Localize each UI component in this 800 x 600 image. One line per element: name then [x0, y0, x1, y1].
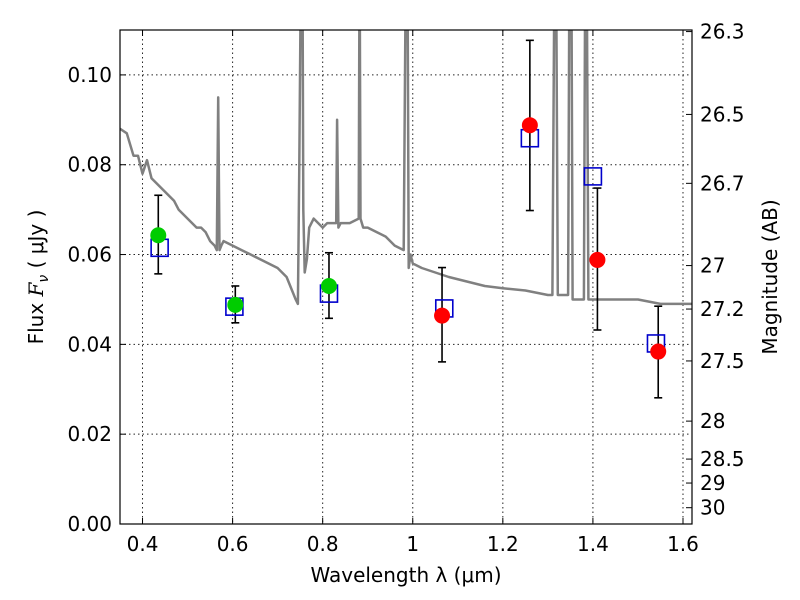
y-tick-label: 0.02: [67, 422, 112, 446]
red-data-point: [521, 117, 538, 134]
tick-layer: [120, 30, 692, 525]
y-tick-label: 0.04: [67, 332, 112, 356]
x-tick-label: 0.6: [217, 532, 249, 556]
y2-tick-label: 29: [700, 471, 725, 495]
green-data-point: [150, 227, 167, 244]
x-tick-label: 1.4: [577, 532, 609, 556]
y-tick-label: 0.08: [67, 153, 112, 177]
y-axis-title-prefix: Flux: [24, 296, 48, 344]
x-tick-label: 1.6: [667, 532, 699, 556]
red-data-point: [650, 343, 667, 360]
green-data-point: [227, 296, 244, 313]
model-sed-line: [120, 30, 692, 306]
red-data-point: [589, 251, 606, 268]
y2-tick-label: 27.5: [700, 349, 745, 373]
observed-point-layer: [150, 117, 667, 360]
tick-label-layer: 0.4 0.6 0.8 1 1.2 1.4 1.6 0.00 0.02 0.04 0.06 0.08 0…: [67, 20, 744, 556]
y2-tick-label: 30: [700, 496, 725, 520]
x-tick-label: 0.8: [307, 532, 339, 556]
y-axis-title-symbol: F: [24, 281, 48, 297]
y-axis-title: Flux Fν ( μJy ): [24, 210, 52, 345]
y2-tick-label: 26.3: [700, 20, 745, 44]
red-data-point: [434, 307, 451, 324]
model-point-square: [583, 167, 603, 186]
plot-frame: [119, 29, 693, 525]
y-tick-label: 0.10: [67, 63, 112, 87]
x-tick-label: 0.4: [127, 532, 159, 556]
y2-tick-label: 26.5: [700, 102, 745, 126]
y2-tick-label: 28.5: [700, 447, 745, 471]
y-tick-label: 0.00: [67, 512, 112, 536]
model-sed-layer: [120, 30, 692, 306]
y2-tick-label: 27: [700, 254, 725, 278]
y2-axis-title: Magnitude (AB): [758, 199, 782, 354]
y-axis-title-suffix: ( μJy ): [24, 210, 48, 275]
green-data-point: [320, 277, 337, 294]
y-tick-label: 0.06: [67, 243, 112, 267]
x-tick-label: 1.2: [487, 532, 519, 556]
y-axis-title-subscript: ν: [36, 275, 52, 283]
x-axis-title: Wavelength λ (μm): [310, 563, 501, 587]
y2-tick-label: 26.7: [700, 171, 745, 195]
x-tick-label: 1: [406, 532, 419, 556]
y2-tick-label: 27.2: [700, 297, 745, 321]
y2-tick-label: 28: [700, 409, 725, 433]
